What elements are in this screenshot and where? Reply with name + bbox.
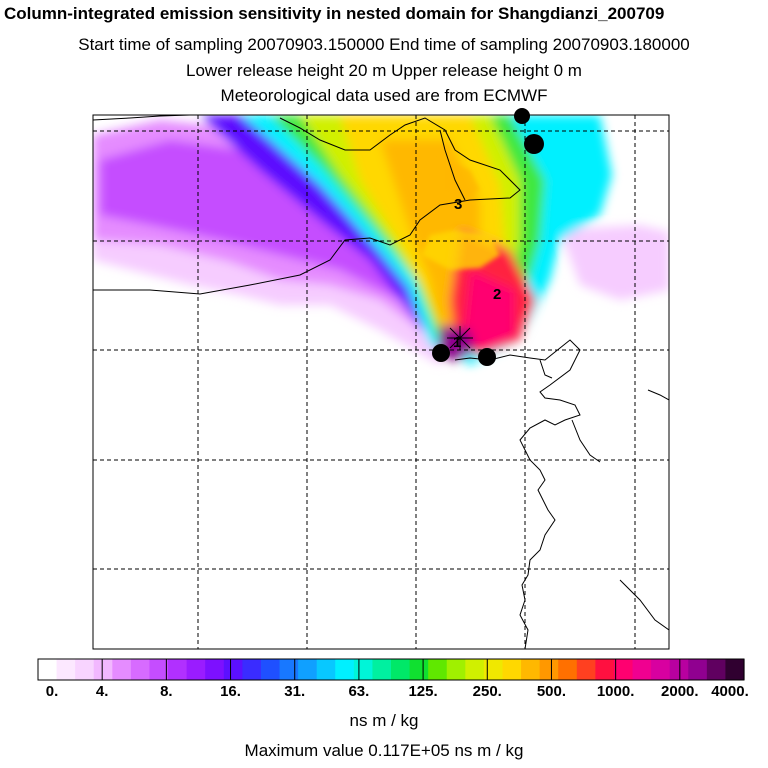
- colorbar-swatch: [706, 659, 727, 680]
- colorbar-tick-label: 250.: [472, 683, 502, 700]
- colorbar-swatch: [502, 659, 522, 680]
- emission-sensitivity-field: [93, 115, 669, 365]
- colorbar-swatch: [465, 659, 485, 680]
- marker-label-1: 1: [453, 334, 462, 351]
- colorbar-tick-label: 4.: [95, 683, 109, 700]
- colorbar-swatch: [38, 659, 58, 680]
- station-asterisk: [447, 326, 473, 350]
- colorbar-swatch: [595, 659, 615, 680]
- colorbar-tick-label: 16.: [220, 683, 241, 700]
- colorbar-tick-label: 31.: [284, 683, 306, 700]
- colorbar-swatch: [168, 659, 188, 680]
- colorbar-swatch: [56, 659, 76, 680]
- colorbar-swatch: [75, 659, 95, 680]
- lat-lon-grid: [93, 115, 669, 649]
- met-data-source: Meteorological data used are from ECMWF: [220, 86, 548, 105]
- release-heights: Lower release height 20 m Upper release …: [186, 61, 582, 80]
- colorbar-swatch: [521, 659, 541, 680]
- colorbar-tick-label: 63.: [348, 683, 370, 700]
- colorbar-swatch: [242, 659, 262, 680]
- maximum-value: Maximum value 0.117E+05 ns m / kg: [244, 741, 524, 760]
- colorbar-swatch: [149, 659, 169, 680]
- colorbar-swatch: [298, 659, 318, 680]
- colorbar-swatch: [93, 659, 113, 680]
- marker-label-3: 3: [454, 196, 463, 213]
- receptor-circle: [524, 134, 544, 154]
- colorbar-swatch: [353, 659, 374, 680]
- receptor-markers: [432, 108, 544, 366]
- colorbar-swatch: [335, 659, 355, 680]
- colorbar-units: ns m / kg: [349, 711, 419, 730]
- coastlines-and-borders: [93, 115, 669, 649]
- colorbar-swatch: [130, 659, 151, 680]
- colorbar-tick-label: 4000.: [711, 683, 749, 700]
- map-title: Column-integrated emission sensitivity i…: [4, 4, 665, 23]
- colorbar-swatch: [205, 659, 225, 680]
- colorbar-swatch: [632, 659, 652, 680]
- colorbar-tick-label: 125.: [408, 683, 438, 700]
- receptor-circle: [514, 108, 530, 124]
- colorbar-swatch: [112, 659, 132, 680]
- colorbar-swatch: [391, 659, 411, 680]
- colorbar-tick-label: 500.: [536, 683, 567, 700]
- colorbar-swatch: [446, 659, 466, 680]
- colorbar-swatch: [558, 659, 578, 680]
- colorbar-swatch: [372, 659, 392, 680]
- colorbar-swatch: [576, 659, 596, 680]
- receptor-circle: [478, 348, 496, 366]
- colorbar-swatch: [613, 659, 634, 680]
- colorbar: [37, 658, 745, 681]
- colorbar-swatch: [669, 659, 689, 680]
- colorbar-swatch: [409, 659, 429, 680]
- colorbar-swatch: [651, 659, 671, 680]
- colorbar-swatch: [483, 659, 504, 680]
- sampling-times: Start time of sampling 20070903.150000 E…: [78, 35, 690, 54]
- colorbar-swatch: [316, 659, 336, 680]
- marker-label-2: 2: [493, 286, 502, 303]
- colorbar-tick-label: 2000.: [661, 683, 699, 700]
- colorbar-swatch: [725, 659, 745, 680]
- colorbar-swatch: [688, 659, 708, 680]
- colorbar-swatch: [279, 659, 299, 680]
- colorbar-swatch: [539, 659, 559, 680]
- colorbar-swatch: [260, 659, 281, 680]
- map-frame: [92, 114, 670, 650]
- receptor-circle: [432, 344, 450, 362]
- colorbar-tick-label: 1000.: [596, 683, 635, 700]
- colorbar-swatch: [428, 659, 448, 680]
- colorbar-tick-label: 8.: [160, 683, 173, 700]
- colorbar-swatch: [186, 659, 206, 680]
- colorbar-tick-label: 0.: [45, 683, 59, 700]
- colorbar-swatch: [223, 659, 243, 680]
